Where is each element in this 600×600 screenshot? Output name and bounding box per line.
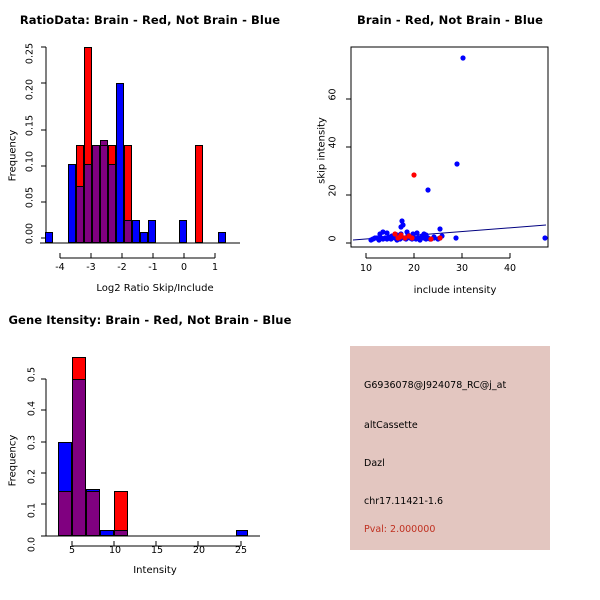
scatter-points-red [392,172,443,242]
panel-ratio-histogram: RatioData: Brain - Red, Not Brain - Blue… [0,0,300,300]
gene-xtick-2: 15 [150,545,164,556]
ratio-bar-blue [179,220,187,243]
gene-xtick-4: 25 [234,545,248,556]
ratio-bar-blue [45,232,53,243]
ratio-xtick-4: 0 [180,262,188,273]
gene-bar-overlap [114,530,128,536]
scatter-xtick-2: 30 [455,263,469,274]
ratio-bar-overlap [92,145,100,243]
gene-bar-blue [236,530,248,536]
gene-histogram-plot [0,356,300,536]
ratio-xtick-0: -4 [55,262,65,273]
gene-bar-overlap [58,491,72,536]
ratio-histogram-xlabel: Log2 Ratio Skip/Include [96,283,214,294]
info-event-type: altCassette [364,420,418,431]
info-pval: Pval: 2.000000 [364,524,436,535]
gene-info-box: G6936078@J924078_RC@j_at altCassette Daz… [350,346,550,550]
ratio-xtick-1: -3 [86,262,96,273]
info-gene-symbol: Dazl [364,458,385,469]
panel-gene-intensity-histogram: Gene Itensity: Brain - Red, Not Brain - … [0,300,300,600]
ratio-histogram-title: RatioData: Brain - Red, Not Brain - Blue [19,13,281,27]
scatter-title: Brain - Red, Not Brain - Blue [356,13,544,27]
ratio-bar-blue [140,232,148,243]
gene-histogram-title: Gene Itensity: Brain - Red, Not Brain - … [8,313,292,327]
ratio-bar-blue [132,220,140,243]
scatter-xtick-3: 40 [503,263,517,274]
ratio-xtick-2: -2 [117,262,127,273]
ratio-bar-blue [68,164,76,243]
ratio-bar-overlap [124,220,132,243]
gene-histogram-xlabel: Intensity [133,565,177,576]
gene-xtick-3: 20 [192,545,206,556]
gene-ytick-0: 0.0 [26,536,38,553]
ratio-bar-overlap [84,164,92,243]
ratio-xtick-3: -1 [148,262,158,273]
gene-bar-overlap [72,379,86,536]
gene-xtick-0: 5 [68,545,76,556]
ratio-bar-blue [218,232,226,243]
ratio-bar-blue [116,83,124,243]
ratio-xtick-5: 1 [211,262,219,273]
gene-xtick-1: 10 [108,545,122,556]
gene-bar-overlap [86,491,100,536]
scatter-xlabel: include intensity [413,285,497,296]
scatter-xtick-0: 10 [359,263,373,274]
panel-intensity-scatter: Brain - Red, Not Brain - Blue skip inten… [300,0,600,300]
scatter-axes-and-points [346,46,549,259]
info-probe-id: G6936078@J924078_RC@j_at [364,380,507,391]
ratio-histogram-plot [0,43,300,243]
ratio-bar-red [195,145,203,243]
info-locus: chr17.11421-1.6 [364,496,444,507]
panel-gene-info: G6936078@J924078_RC@j_at altCassette Daz… [300,300,600,600]
ratio-bar-blue [148,220,156,243]
ratio-bar-overlap [76,186,84,243]
ratio-bar-overlap [100,145,108,243]
ratio-bar-overlap [108,164,116,243]
gene-bar-blue [100,530,114,536]
scatter-xtick-1: 20 [407,263,421,274]
